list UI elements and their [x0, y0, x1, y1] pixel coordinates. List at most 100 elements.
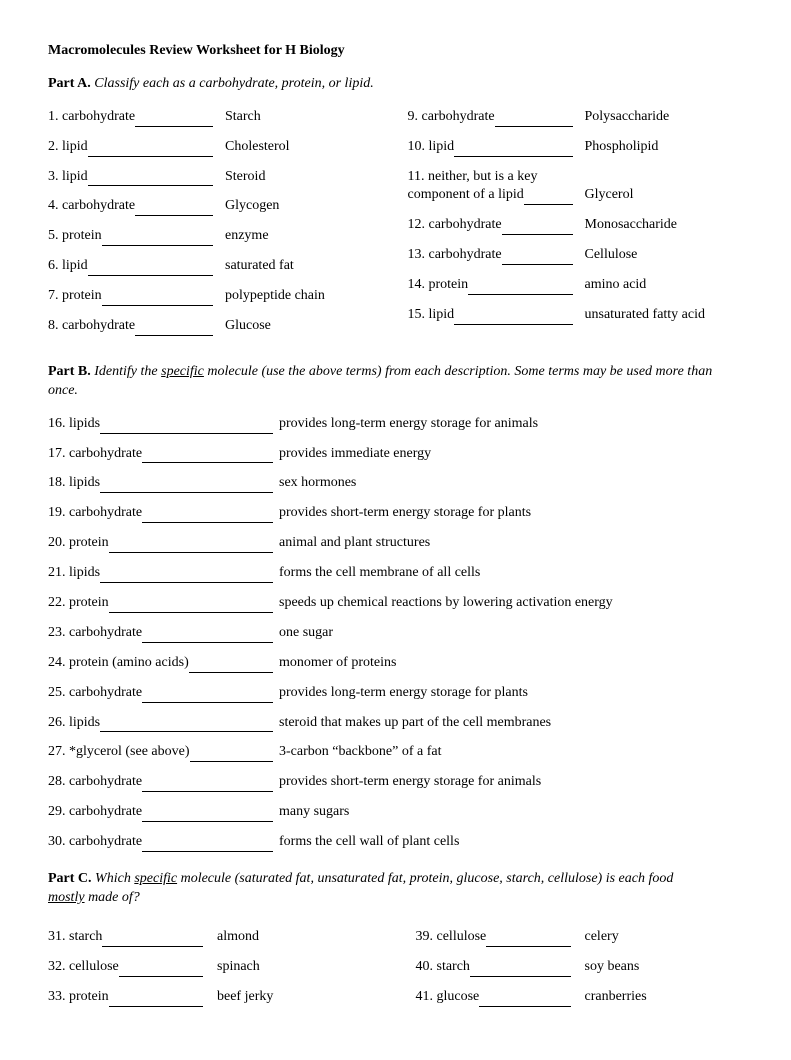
- description-text: forms the cell wall of plant cells: [279, 833, 459, 852]
- answer-blank[interactable]: [142, 508, 273, 523]
- answer-blank[interactable]: [142, 837, 273, 852]
- answer-cell: 39. cellulose: [416, 928, 571, 947]
- answer-cell: 23. carbohydrate: [48, 624, 273, 643]
- part-b-instruction: Identify the specific molecule (use the …: [48, 364, 712, 398]
- answer-cell: 22. protein: [48, 594, 273, 613]
- answer-blank[interactable]: [495, 112, 573, 127]
- term-label: Cholesterol: [225, 138, 384, 157]
- part-c-row: 31. starchalmond: [48, 928, 376, 947]
- answer-blank[interactable]: [100, 478, 273, 493]
- item-number: 15. lipid: [408, 306, 455, 325]
- answer-blank[interactable]: [119, 962, 203, 977]
- answer-blank[interactable]: [189, 658, 273, 673]
- answer-blank[interactable]: [102, 932, 203, 947]
- answer-blank[interactable]: [142, 448, 273, 463]
- item-number: 23. carbohydrate: [48, 624, 142, 643]
- part-c-intro: Part C. Which specific molecule (saturat…: [48, 870, 743, 908]
- answer-blank[interactable]: [102, 231, 213, 246]
- part-a-row: 11. neither, but is a keycomponent of a …: [408, 168, 744, 206]
- term-label: Cellulose: [585, 246, 744, 265]
- part-b-list: 16. lipidsprovides long-term energy stor…: [48, 415, 743, 852]
- part-a-intro: Part A. Classify each as a carbohydrate,…: [48, 75, 743, 94]
- item-number: 41. glucose: [416, 988, 480, 1007]
- answer-blank[interactable]: [470, 962, 571, 977]
- part-b-instr-u: specific: [161, 364, 204, 379]
- part-b-intro: Part B. Identify the specific molecule (…: [48, 363, 743, 401]
- term-label: Polysaccharide: [585, 108, 744, 127]
- answer-cell: 3. lipid: [48, 168, 213, 187]
- part-a-row: 14. proteinamino acid: [408, 276, 744, 295]
- part-c-row: 40. starchsoy beans: [416, 958, 744, 977]
- answer-blank[interactable]: [468, 280, 572, 295]
- answer-cell: 32. cellulose: [48, 958, 203, 977]
- answer-cell: 21. lipids: [48, 564, 273, 583]
- item-number: 30. carbohydrate: [48, 833, 142, 852]
- answer-blank[interactable]: [102, 291, 213, 306]
- answer-cell: 1. carbohydrate: [48, 108, 213, 127]
- answer-blank[interactable]: [109, 538, 273, 553]
- part-a-grid: 1. carbohydrateStarch2. lipidCholesterol…: [48, 108, 743, 347]
- answer-cell: 10. lipid: [408, 138, 573, 157]
- worksheet-title: Macromolecules Review Worksheet for H Bi…: [48, 42, 743, 61]
- answer-blank[interactable]: [88, 261, 213, 276]
- answer-cell: 5. protein: [48, 227, 213, 246]
- answer-cell: 25. carbohydrate: [48, 684, 273, 703]
- part-c-row: 39. cellulosecelery: [416, 928, 744, 947]
- part-c-row: 41. glucosecranberries: [416, 988, 744, 1007]
- answer-cell: 19. carbohydrate: [48, 504, 273, 523]
- term-label: beef jerky: [217, 988, 273, 1007]
- item-number: 32. cellulose: [48, 958, 119, 977]
- part-b-row: 25. carbohydrateprovides long-term energ…: [48, 684, 743, 703]
- description-text: provides short-term energy storage for p…: [279, 504, 531, 523]
- part-a-instruction: Classify each as a carbohydrate, protein…: [94, 76, 373, 91]
- description-text: monomer of proteins: [279, 654, 396, 673]
- part-a-row: 1. carbohydrate Starch: [48, 108, 384, 127]
- part-a-right-col: 9. carbohydratePolysaccharide10. lipidPh…: [408, 108, 744, 347]
- answer-blank[interactable]: [109, 598, 273, 613]
- answer-blank[interactable]: [135, 201, 213, 216]
- answer-blank[interactable]: [100, 717, 273, 732]
- answer-cell: 40. starch: [416, 958, 571, 977]
- answer-blank[interactable]: [88, 171, 213, 186]
- description-text: steroid that makes up part of the cell m…: [279, 714, 551, 733]
- answer-blank[interactable]: [454, 310, 572, 325]
- answer-blank[interactable]: [502, 220, 573, 235]
- answer-blank[interactable]: [100, 419, 273, 434]
- part-a-row: 4. carbohydrateGlycogen: [48, 197, 384, 216]
- answer-blank[interactable]: [486, 932, 570, 947]
- term-label: saturated fat: [225, 257, 384, 276]
- answer-blank[interactable]: [100, 568, 273, 583]
- answer-blank[interactable]: [142, 777, 273, 792]
- answer-cell: 17. carbohydrate: [48, 445, 273, 464]
- answer-blank[interactable]: [190, 747, 274, 762]
- term-label: Starch: [225, 108, 384, 127]
- answer-blank[interactable]: [88, 142, 213, 157]
- item-number: 9. carbohydrate: [408, 108, 495, 127]
- item-number: 14. protein: [408, 276, 469, 295]
- answer-blank[interactable]: [502, 250, 573, 265]
- item-number: 29. carbohydrate: [48, 803, 142, 822]
- item-number: 12. carbohydrate: [408, 216, 502, 235]
- answer-cell: 31. starch: [48, 928, 203, 947]
- answer-blank[interactable]: [135, 321, 213, 336]
- item-number: 28. carbohydrate: [48, 773, 142, 792]
- item-number: 6. lipid: [48, 257, 88, 276]
- answer-blank[interactable]: [142, 628, 273, 643]
- part-c-right-col: 39. cellulosecelery 40. starchsoy beans 41…: [416, 928, 744, 1018]
- part-c-instr-pre: Which: [95, 871, 134, 886]
- answer-blank[interactable]: [142, 807, 273, 822]
- answer-blank[interactable]: [135, 112, 213, 127]
- answer-blank[interactable]: [109, 992, 203, 1007]
- answer-blank[interactable]: [142, 688, 273, 703]
- description-text: speeds up chemical reactions by lowering…: [279, 594, 613, 613]
- answer-blank[interactable]: [524, 190, 573, 205]
- part-b-row: 16. lipidsprovides long-term energy stor…: [48, 415, 743, 434]
- part-c-instr-post: made of?: [85, 890, 140, 905]
- answer-blank[interactable]: [479, 992, 570, 1007]
- description-text: forms the cell membrane of all cells: [279, 564, 480, 583]
- part-b-row: 20. proteinanimal and plant structures: [48, 534, 743, 553]
- part-a-row: 3. lipidSteroid: [48, 168, 384, 187]
- part-a-row: 15. lipidunsaturated fatty acid: [408, 306, 744, 325]
- answer-blank[interactable]: [454, 142, 572, 157]
- item-number: 40. starch: [416, 958, 470, 977]
